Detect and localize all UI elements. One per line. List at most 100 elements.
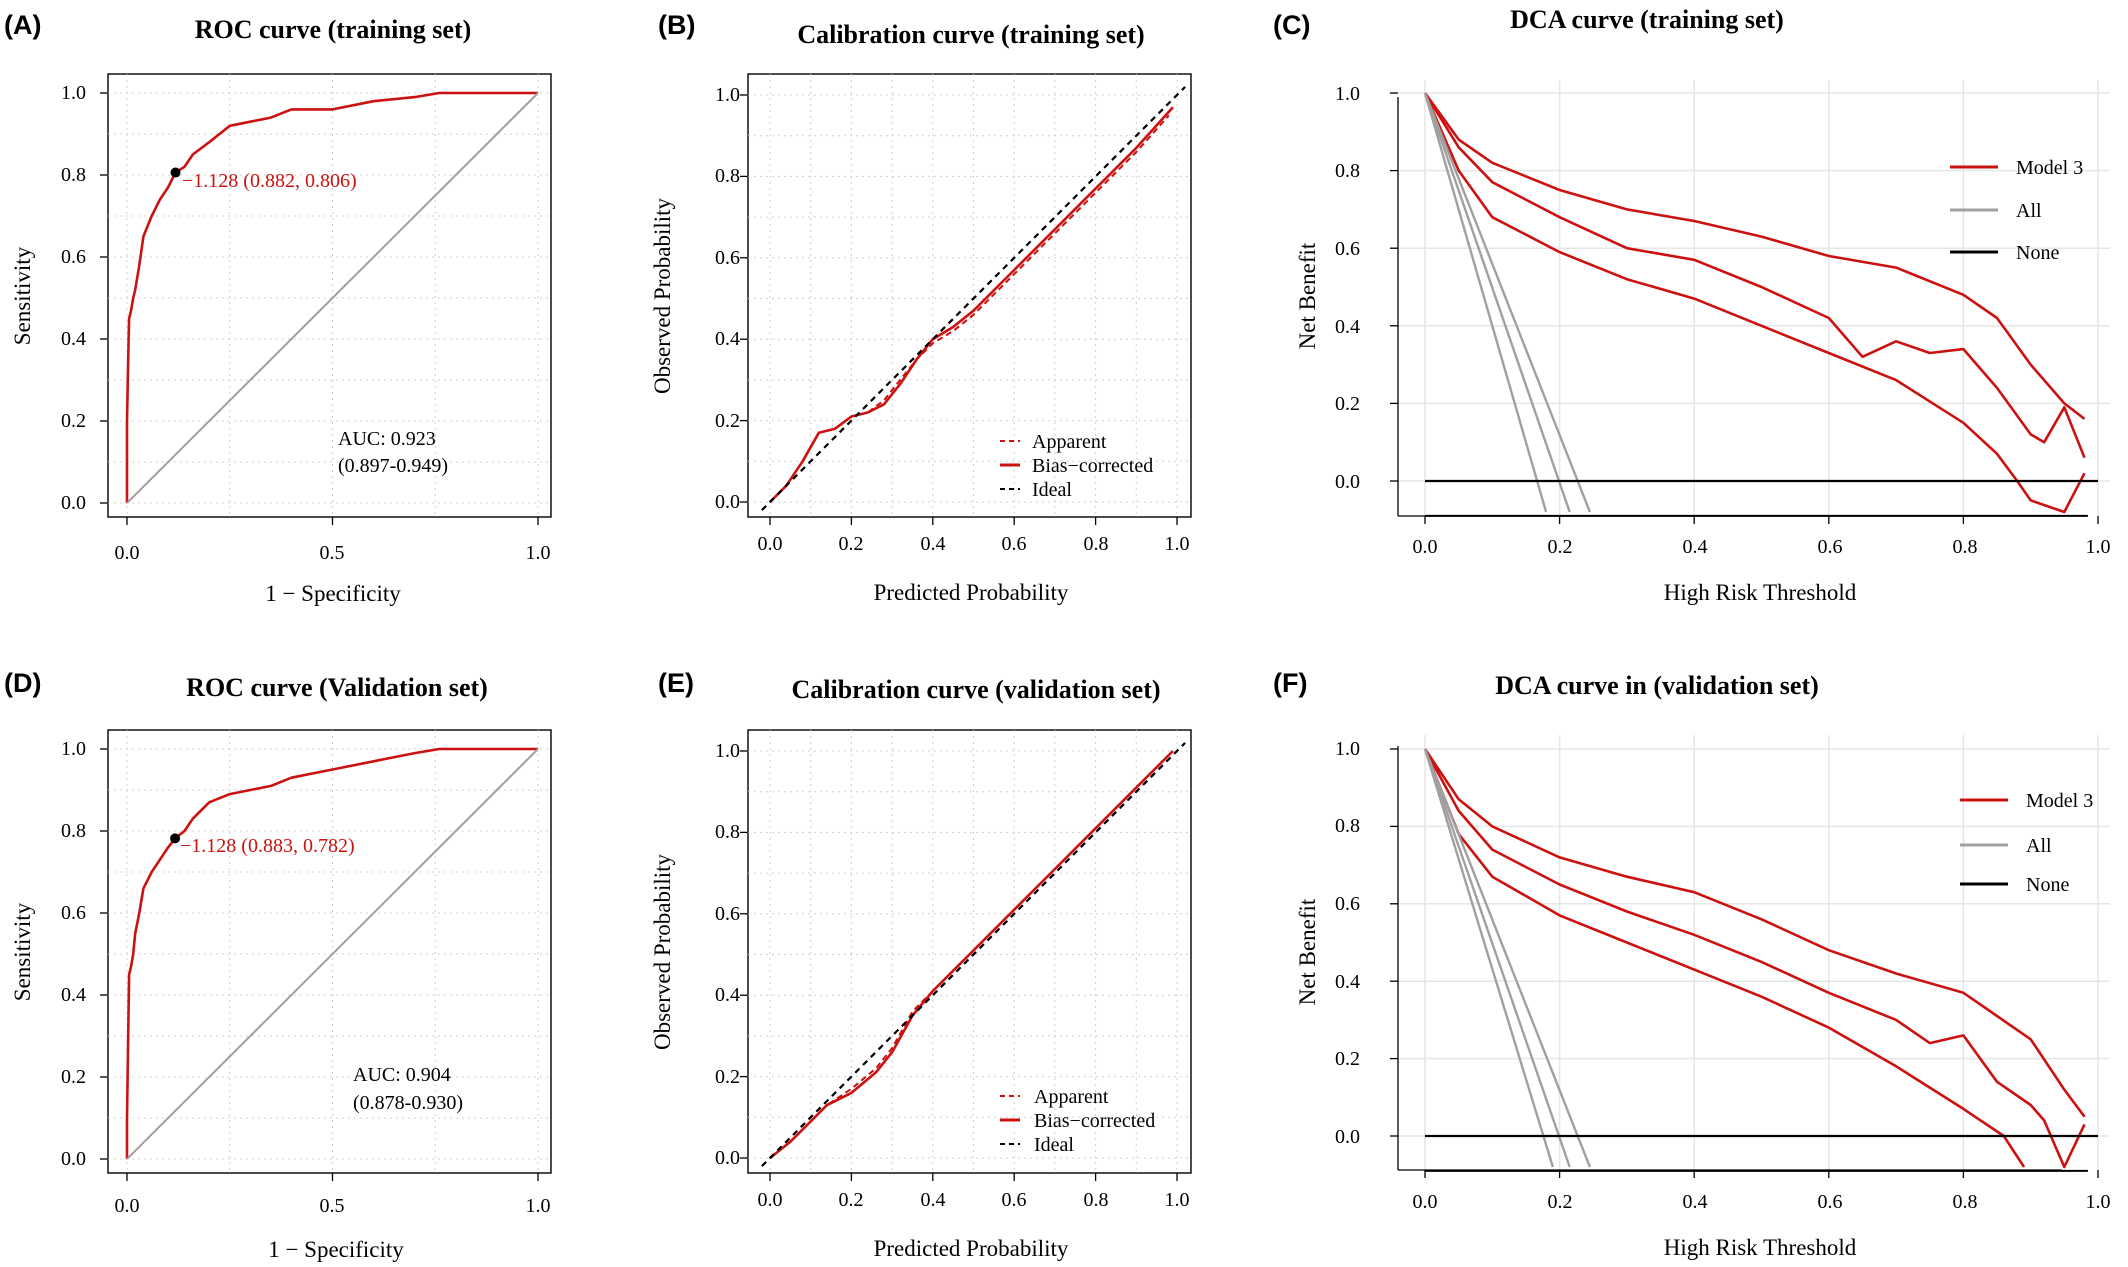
legend-label: Bias−corrected	[1032, 455, 1153, 477]
x-tick-label: 0.8	[1084, 533, 1109, 555]
threshold-point	[170, 833, 181, 844]
panel-title: ROC curve (training set)	[195, 15, 472, 44]
x-tick-label: 0.6	[1818, 536, 1843, 558]
series-group	[125, 747, 539, 1160]
series-line-all	[1423, 748, 1555, 1168]
x-tick-label: 0.4	[1683, 536, 1708, 558]
x-axis: 0.0 0.5 1.0	[115, 542, 551, 564]
y-tick-label: 0.2	[715, 1066, 740, 1088]
y-tick-label: 1.0	[61, 738, 86, 760]
x-tick-label: 0.4	[1683, 1191, 1708, 1213]
ci-label: (0.897-0.949)	[338, 455, 448, 477]
panel-title: Calibration curve (validation set)	[791, 675, 1160, 704]
x-tick-label: 1.0	[526, 1195, 551, 1217]
x-tick-label: 0.0	[115, 1195, 140, 1217]
y-tick-label: 0.0	[1335, 471, 1360, 493]
legend: Model 3 All None	[1950, 157, 2083, 264]
legend-label: Bias−corrected	[1034, 1110, 1155, 1132]
y-tick-label: 0.2	[61, 410, 86, 432]
legend-label: Apparent	[1034, 1086, 1109, 1108]
series-line-roc	[125, 91, 538, 503]
y-tick-label: 0.4	[1335, 971, 1360, 993]
y-tick-label: 0.6	[1335, 893, 1360, 915]
y-tick-label: 0.8	[1335, 160, 1360, 182]
threshold-label: −1.128 (0.882, 0.806)	[182, 170, 357, 192]
series-line-all	[1423, 92, 1592, 513]
x-tick-label: 0.2	[839, 533, 864, 555]
y-axis: 1.0 0.8 0.6 0.4 0.2 0.0	[1335, 738, 1360, 1148]
series-group	[761, 86, 1186, 511]
y-tick-label: 0.4	[715, 328, 740, 350]
panel-a: (A) ROC curve (training set) 1.0 0.8 0.6…	[4, 10, 552, 606]
y-tick-label: 0.6	[1335, 238, 1360, 260]
x-tick-label: 0.0	[1413, 1191, 1438, 1213]
series-line-model-3	[1423, 92, 2086, 420]
panel-b: (B) Calibration curve (training set) 1.0…	[650, 10, 1192, 605]
series-line-reference	[126, 748, 539, 1160]
legend-label: Ideal	[1032, 479, 1072, 501]
legend: Apparent Bias−corrected Ideal	[1000, 431, 1153, 501]
x-tick-label: 0.6	[1002, 533, 1027, 555]
x-tick-label: 1.0	[2086, 536, 2111, 558]
x-tick-label: 1.0	[526, 542, 551, 564]
x-tick-label: 0.6	[1002, 1189, 1027, 1211]
y-tick-label: 0.2	[1335, 393, 1360, 415]
legend: Apparent Bias−corrected Ideal	[1000, 1086, 1155, 1156]
panel-d: (D) ROC curve (Validation set) 1.0 0.8 0…	[4, 668, 552, 1262]
x-tick-label: 0.5	[320, 1195, 345, 1217]
y-axis: 1.0 0.8 0.6 0.4 0.2 0.0	[61, 82, 86, 514]
series-line-reference	[126, 92, 539, 504]
y-tick-label: 0.4	[1335, 316, 1360, 338]
y-tick-label: 0.8	[1335, 815, 1360, 837]
x-tick-label: 0.2	[839, 1189, 864, 1211]
series-group	[1423, 748, 2098, 1172]
series-line-ideal	[761, 86, 1186, 511]
y-axis-label: Net Benefit	[1295, 242, 1320, 349]
x-axis-label: 1 − Specificity	[268, 1237, 404, 1262]
series-line-all	[1423, 92, 1548, 513]
x-tick-label: 0.5	[320, 542, 345, 564]
panel-letter: (C)	[1273, 10, 1310, 40]
x-tick-label: 1.0	[1165, 533, 1190, 555]
ci-label: (0.878-0.930)	[353, 1092, 463, 1114]
x-tick-label: 0.0	[758, 533, 783, 555]
legend-label: Model 3	[2026, 790, 2093, 812]
series-line-all	[1423, 748, 1592, 1168]
x-tick-label: 0.0	[1413, 536, 1438, 558]
y-tick-label: 0.8	[61, 164, 86, 186]
y-axis: 1.0 0.8 0.6 0.4 0.2 0.0	[715, 84, 740, 513]
series-group	[125, 91, 539, 504]
plot-frame	[107, 729, 552, 1174]
panel-letter: (B)	[658, 10, 695, 40]
x-tick-label: 0.0	[758, 1189, 783, 1211]
auc-label: AUC: 0.923	[338, 428, 436, 450]
x-axis: 0.0 0.2 0.4 0.6 0.8 1.0	[758, 533, 1190, 555]
panel-letter: (D)	[4, 668, 41, 698]
series-line-bias-corrected	[769, 106, 1174, 503]
series-line-model-3	[1423, 92, 2086, 514]
panel-e: (E) Calibration curve (validation set) 1…	[650, 668, 1192, 1261]
x-axis: 0.0 0.5 1.0	[115, 1195, 551, 1217]
y-tick-label: 0.2	[1335, 1048, 1360, 1070]
y-tick-label: 1.0	[1335, 738, 1360, 760]
y-tick-label: 0.0	[61, 492, 86, 514]
y-axis: 1.0 0.8 0.6 0.4 0.2 0.0	[61, 738, 86, 1170]
y-tick-label: 0.8	[715, 821, 740, 843]
series-line-all	[1423, 92, 1571, 513]
y-tick-label: 0.6	[61, 902, 86, 924]
y-tick-label: 0.4	[61, 328, 86, 350]
y-tick-label: 0.2	[715, 410, 740, 432]
grid	[100, 74, 551, 525]
y-tick-label: 0.0	[715, 491, 740, 513]
legend-label: All	[2016, 200, 2042, 222]
plot-frame	[747, 73, 1192, 518]
series-line-all	[1423, 748, 1571, 1168]
auc-label: AUC: 0.904	[353, 1064, 451, 1086]
x-tick-label: 0.0	[115, 542, 140, 564]
series-group	[761, 742, 1186, 1167]
y-tick-label: 0.6	[715, 247, 740, 269]
y-tick-label: 0.6	[715, 903, 740, 925]
x-axis-label: Predicted Probability	[874, 580, 1069, 605]
x-axis: 0.0 0.2 0.4 0.6 0.8 1.0	[1413, 536, 2111, 558]
x-tick-label: 0.8	[1084, 1189, 1109, 1211]
